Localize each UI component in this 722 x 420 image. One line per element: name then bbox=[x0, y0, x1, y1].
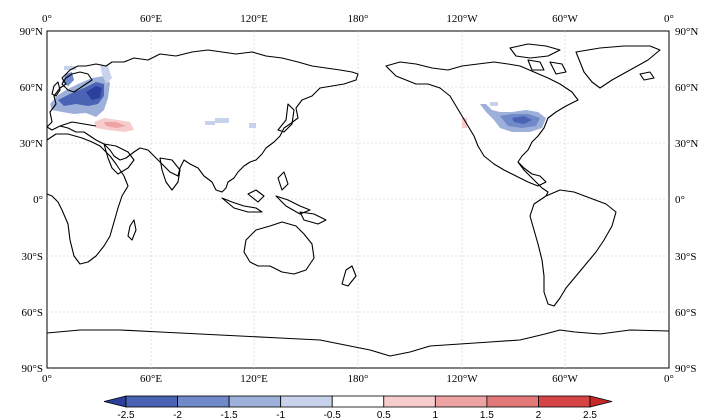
great-lakes-negative bbox=[490, 102, 498, 106]
bottom-tick-label: 60°W bbox=[552, 373, 578, 385]
left-axis: 90°N 60°N 30°N 0° 30°S 60°S 90°S bbox=[20, 26, 43, 375]
left-tick-label: 60°S bbox=[21, 307, 43, 319]
indonesia-coastline bbox=[221, 171, 311, 215]
canadian-archipelago-coastline bbox=[509, 43, 567, 75]
central-america-coastline bbox=[517, 161, 549, 197]
colorbar-tick-label: -1 bbox=[276, 410, 285, 420]
right-tick-label: 0° bbox=[675, 194, 685, 206]
anomaly-shading bbox=[50, 64, 546, 132]
south-america-coastline bbox=[529, 189, 617, 307]
right-axis: 90°N 60°N 30°N 0° 30°S 60°S 90°S bbox=[675, 26, 698, 375]
left-tick-label: 60°N bbox=[20, 82, 43, 94]
colorbar-bin bbox=[383, 395, 436, 408]
japan-coastline bbox=[277, 103, 295, 133]
left-tick-label: 30°S bbox=[21, 251, 43, 263]
top-tick-label: 120°E bbox=[240, 13, 268, 25]
europe-negative-peak bbox=[86, 86, 102, 100]
colorbar-tick-label: 2 bbox=[536, 410, 542, 420]
turkey-positive-core bbox=[104, 122, 126, 128]
left-tick-label: 90°S bbox=[21, 363, 43, 375]
left-tick-label: 90°N bbox=[20, 26, 43, 38]
central-asia-anomaly-2 bbox=[215, 118, 229, 123]
colorbar-tick-label: 1.5 bbox=[480, 410, 494, 420]
tibet-anomaly bbox=[249, 123, 256, 128]
north-america-coastline bbox=[385, 61, 579, 187]
top-tick-label: 120°W bbox=[446, 13, 478, 25]
new-guinea-coastline bbox=[299, 211, 327, 225]
right-tick-label: 90°N bbox=[675, 26, 698, 38]
central-asia-anomaly bbox=[205, 121, 215, 125]
bottom-axis: 0° 60°E 120°E 180° 120°W 60°W 0° bbox=[42, 373, 674, 385]
right-tick-label: 60°S bbox=[675, 307, 697, 319]
australia-coastline bbox=[243, 221, 315, 275]
colorbar-bin bbox=[538, 395, 591, 408]
iceland-coastline bbox=[639, 71, 655, 81]
colorbar-bin bbox=[331, 395, 385, 408]
right-tick-label: 30°N bbox=[675, 138, 698, 150]
bottom-tick-label: 120°E bbox=[240, 373, 268, 385]
colorbar-bin bbox=[434, 395, 488, 408]
bottom-tick-label: 120°W bbox=[446, 373, 478, 385]
colorbar-bin bbox=[280, 395, 333, 408]
new-zealand-coastline bbox=[341, 265, 357, 287]
colorbar-bin bbox=[228, 395, 282, 408]
europe-negative-core bbox=[58, 82, 104, 106]
colorbar-tick-label: 0.5 bbox=[377, 410, 391, 420]
colorbar-tick-label: 1 bbox=[433, 410, 439, 420]
east-europe-negative bbox=[100, 64, 112, 84]
colorbar-max-extension bbox=[589, 395, 613, 408]
colorbar: -2.5 -2 -1.5 -1 -0.5 0.5 1 1.5 2 2.5 bbox=[103, 395, 613, 420]
top-tick-label: 60°E bbox=[140, 13, 162, 25]
top-tick-label: 0° bbox=[42, 13, 52, 25]
left-tick-label: 30°N bbox=[20, 138, 43, 150]
colorbar-tick-label: -0.5 bbox=[324, 410, 342, 420]
colorbar-bin bbox=[125, 395, 178, 408]
mediterranean-coastline bbox=[59, 121, 97, 127]
west-coast-positive-anomaly bbox=[462, 118, 467, 128]
scandinavia-coastline bbox=[61, 71, 93, 93]
top-tick-label: 60°W bbox=[552, 13, 578, 25]
colorbar-tick-label: -2.5 bbox=[117, 410, 135, 420]
india-coastline bbox=[159, 157, 181, 191]
top-tick-label: 180° bbox=[348, 13, 369, 25]
eurasia-coastline bbox=[46, 49, 359, 193]
top-axis: 0° 60°E 120°E 180° 120°W 60°W 0° bbox=[42, 13, 674, 25]
colorbar-tick-label: -1.5 bbox=[220, 410, 238, 420]
africa-coastline bbox=[46, 133, 129, 265]
antarctica-coastline bbox=[46, 329, 670, 357]
uk-coastline bbox=[51, 81, 61, 97]
colorbar-tick-label: 2.5 bbox=[583, 410, 597, 420]
colorbar-tick-label: -2 bbox=[173, 410, 182, 420]
colorbar-bin bbox=[486, 395, 539, 408]
greenland-coastline bbox=[575, 45, 661, 89]
right-tick-label: 90°S bbox=[675, 363, 697, 375]
right-tick-label: 30°S bbox=[675, 251, 697, 263]
north-america-negative-peak bbox=[512, 116, 532, 124]
bottom-tick-label: 60°E bbox=[140, 373, 162, 385]
coastlines bbox=[46, 43, 670, 357]
bottom-tick-label: 0° bbox=[42, 373, 52, 385]
colorbar-bin bbox=[177, 395, 230, 408]
right-tick-label: 60°N bbox=[675, 82, 698, 94]
madagascar-coastline bbox=[127, 219, 137, 241]
arabia-coastline bbox=[103, 143, 135, 175]
bottom-tick-label: 180° bbox=[348, 373, 369, 385]
colorbar-min-extension bbox=[103, 395, 127, 408]
bottom-tick-label: 0° bbox=[664, 373, 674, 385]
left-tick-label: 0° bbox=[33, 194, 43, 206]
top-tick-label: 0° bbox=[664, 13, 674, 25]
